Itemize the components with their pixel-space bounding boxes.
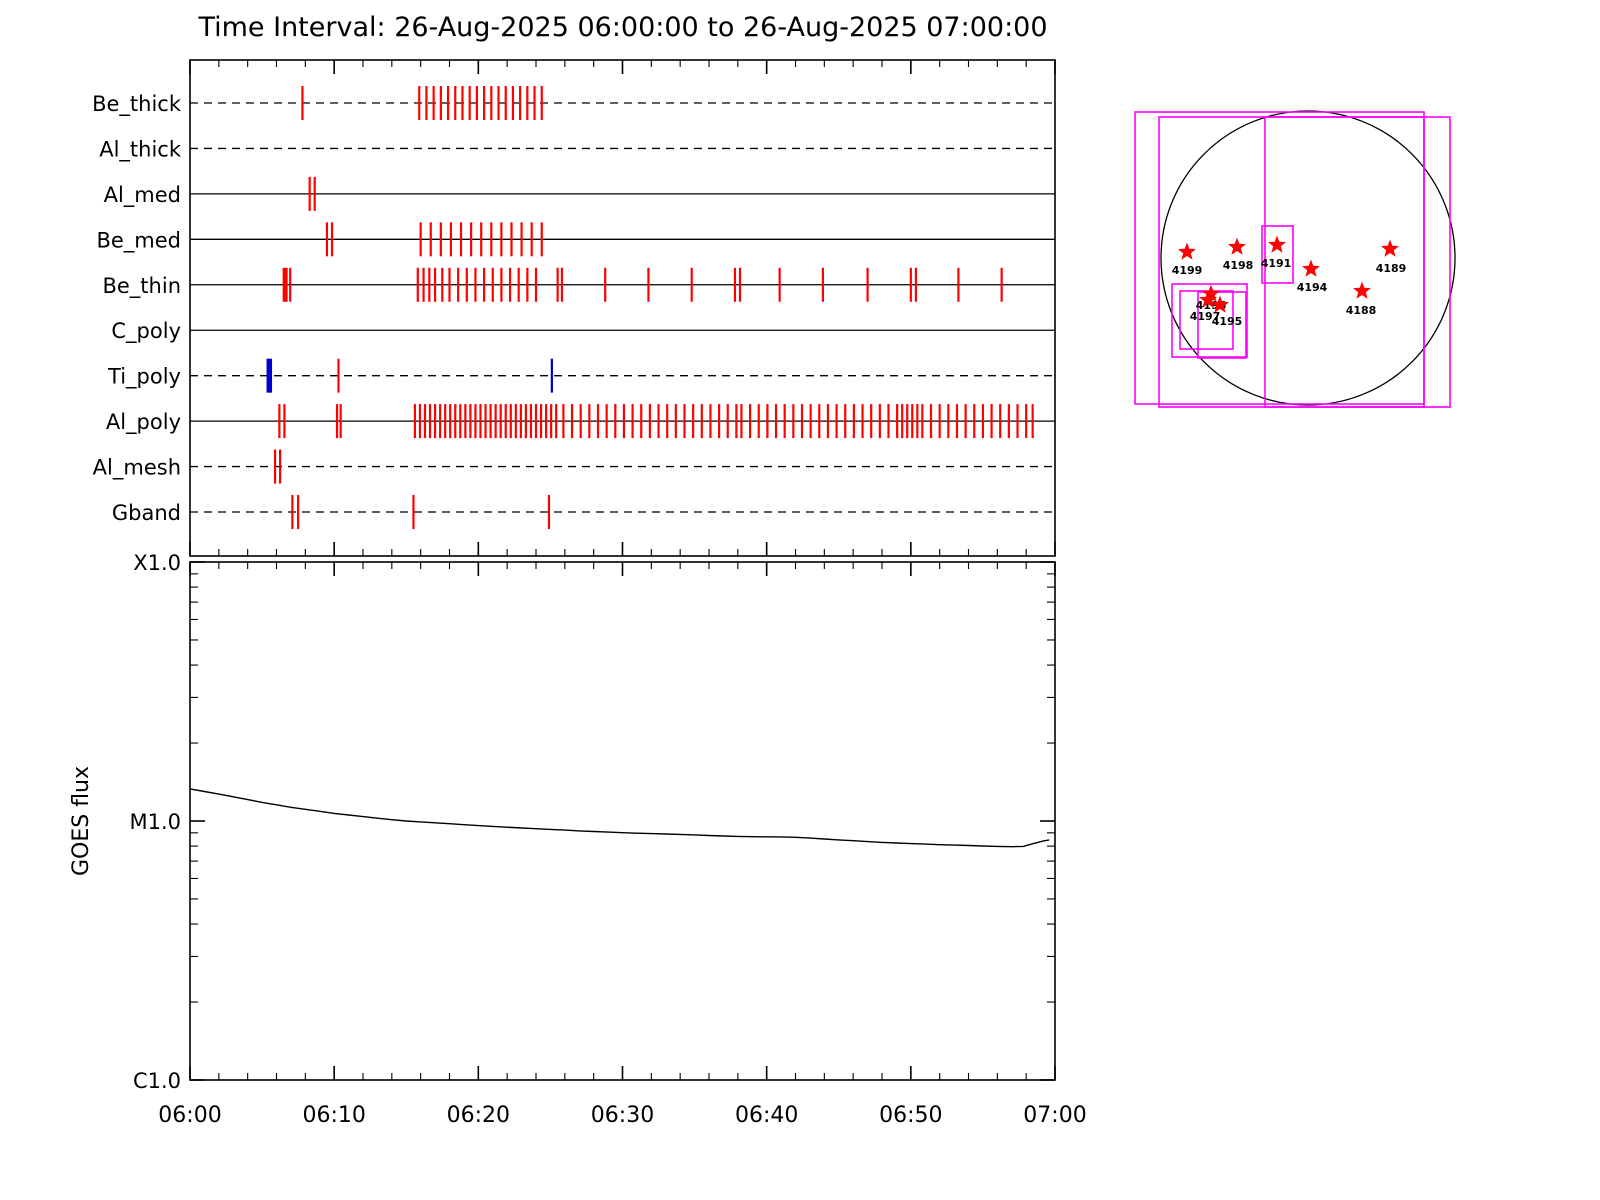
goes-ytick-label: C1.0 [133,1069,181,1093]
filter-label: Al_mesh [93,456,181,481]
filter-row-C_poly: C_poly [111,319,1055,344]
active-region-label: 4189 [1376,262,1407,275]
goes-axis-title: GOES flux [69,766,94,876]
filter-label: Gband [112,501,181,525]
plot-title: Time Interval: 26-Aug-2025 06:00:00 to 2… [198,12,1048,43]
active-region-star [1268,235,1286,253]
fov-rect [1197,291,1247,359]
filter-row-Ti_poly: Ti_poly [107,358,1055,393]
filter-label: Ti_poly [107,365,181,390]
active-region-label: 4198 [1223,259,1254,272]
active-region-star [1178,242,1196,260]
goes-panel: X1.0 M1.0 C1.0 GOES flux [69,551,1055,1093]
filter-rows: Be_thick Al_thick Al_med Be_med Be_thin C_pol… [92,86,1055,529]
active-region-star [1228,237,1246,255]
filter-label: Al_med [104,183,181,208]
fov-rect [1261,225,1294,284]
active-region-star [1381,239,1399,257]
active-region-star [1202,284,1220,302]
fov-rect [1158,116,1451,408]
goes-panel-border [189,561,1056,1081]
x-tick-label: 06:20 [447,1103,510,1128]
goes-flux-curve [189,788,1050,848]
active-region-label: 4191 [1261,257,1292,270]
filter-label: Al_thick [99,137,182,162]
goes-ytick-label: M1.0 [129,810,181,834]
filter-label: Be_thick [92,92,182,117]
active-region-label: 4195 [1212,315,1243,328]
filter-row-Gband: Gband [112,495,1055,529]
solar-disk-limb [1160,110,1456,406]
x-tick-label: 06:50 [879,1103,942,1128]
x-tick-label: 06:30 [591,1103,654,1128]
goes-ytick-label: X1.0 [133,551,181,575]
solar-map: 419941984191419441894188419641974195 [1134,110,1456,408]
filter-row-Al_poly: Al_poly [106,404,1055,439]
active-region-label: 4188 [1346,304,1377,317]
filter-row-Al_mesh: Al_mesh [93,449,1055,484]
filter-row-Be_thin: Be_thin [102,267,1055,302]
active-region-star [1302,259,1320,277]
filter-row-Al_thick: Al_thick [99,137,1055,162]
x-tick-label: 06:10 [302,1103,365,1128]
active-region-star [1353,281,1371,299]
filter-label: Al_poly [106,410,181,435]
active-region-label: 4197 [1190,310,1221,323]
filter-label: Be_thin [102,274,181,299]
x-tick-label: 06:40 [735,1103,798,1128]
x-tick-label: 07:00 [1023,1103,1086,1128]
x-tick-label: 06:00 [158,1103,221,1128]
fov-rect [1264,116,1425,408]
active-region-label: 4199 [1172,264,1203,277]
filter-row-Al_med: Al_med [104,176,1055,211]
filter-panel-border [189,59,1056,557]
fov-rect [1171,283,1248,358]
active-region-star [1211,295,1229,313]
timeline-goes-chart: Be_thick Al_thick Al_med Be_med Be_thin C_pol… [69,59,1087,1128]
filter-label: C_poly [111,319,181,344]
filter-label: Be_med [96,228,181,253]
active-region-star [1199,290,1217,308]
x-axis-ticks [189,60,1056,1080]
filter-row-Be_med: Be_med [96,222,1055,257]
filter-row-Be_thick: Be_thick [92,86,1055,120]
active-region-label: 4194 [1297,281,1328,294]
